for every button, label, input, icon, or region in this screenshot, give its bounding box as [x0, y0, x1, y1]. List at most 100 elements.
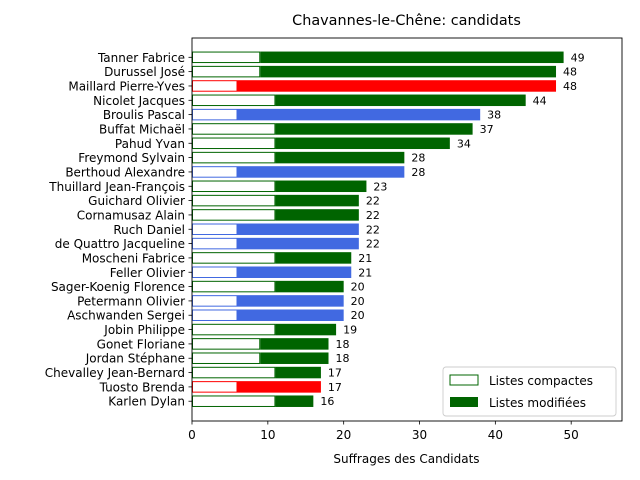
bar-value-label: 37: [480, 123, 494, 136]
chart-title: Chavannes-le-Chêne: candidats: [292, 13, 521, 29]
bar-value-label: 18: [336, 352, 350, 365]
bar-compact: [192, 381, 238, 393]
y-tick-label: Tuosto Brenda: [99, 380, 185, 394]
bar-modified: [275, 366, 321, 379]
y-tick-label: Jordan Stéphane: [85, 352, 185, 366]
bar-value-label: 18: [336, 338, 350, 351]
bar-value-label: 22: [366, 223, 380, 236]
bar-compact: [192, 209, 276, 221]
bar-value-label: 21: [358, 266, 372, 279]
bars-group: 4948484438373428282322222222212120202019…: [192, 51, 585, 408]
x-tick-label: 30: [412, 428, 427, 442]
bar-compact: [192, 80, 238, 92]
bar-compact: [192, 323, 276, 336]
bar-value-label: 34: [457, 137, 471, 150]
bar-value-label: 20: [351, 295, 365, 308]
y-tick-label: Freymond Sylvain: [78, 151, 185, 165]
y-tick-label: Cornamusaz Alain: [77, 208, 185, 222]
y-tick-label: Petermann Olivier: [77, 294, 185, 308]
y-tick-label: Berthoud Alexandre: [65, 165, 185, 179]
bar-value-label: 48: [563, 66, 577, 79]
bar-modified: [275, 180, 367, 193]
y-tick-label: Durussel José: [104, 65, 185, 79]
bar-compact: [192, 166, 238, 178]
bar-value-label: 16: [320, 395, 334, 408]
y-tick-label: Guichard Olivier: [88, 194, 185, 208]
x-tick-label: 0: [188, 428, 196, 442]
y-tick-label: Chevalley Jean-Bernard: [45, 366, 185, 380]
y-tick-label: Feller Olivier: [110, 266, 185, 280]
bar-compact: [192, 309, 238, 321]
bar-value-label: 48: [563, 80, 577, 93]
bar-value-label: 38: [487, 109, 501, 122]
bar-modified: [237, 80, 557, 92]
x-axis: 0 10 20 30 40 50: [188, 421, 579, 442]
bar-modified: [237, 309, 344, 321]
bar-value-label: 17: [328, 381, 342, 394]
y-tick-label: Broulis Pascal: [103, 108, 185, 122]
bar-compact: [192, 280, 276, 293]
bar-compact: [192, 266, 238, 278]
legend-label-modifiees: Listes modifiées: [489, 396, 586, 410]
x-axis-label: Suffrages des Candidats: [333, 452, 479, 466]
legend-swatch-modifiees: [450, 397, 478, 407]
y-tick-label: Ruch Daniel: [113, 223, 185, 237]
bar-value-label: 22: [366, 209, 380, 222]
x-tick-label: 10: [260, 428, 275, 442]
bar-compact: [192, 194, 276, 207]
bar-value-label: 21: [358, 252, 372, 265]
bar-compact: [192, 180, 276, 193]
bar-compact: [192, 94, 276, 107]
y-tick-label: Karlen Dylan: [108, 395, 185, 409]
bar-value-label: 49: [571, 51, 585, 64]
bar-modified: [237, 223, 359, 236]
bar-compact: [192, 123, 276, 135]
y-tick-label: Jobin Philippe: [103, 323, 185, 337]
bar-modified: [275, 194, 359, 207]
y-tick-label: Maillard Pierre-Yves: [68, 79, 185, 93]
legend: Listes compactes Listes modifiées: [442, 366, 617, 417]
bar-modified: [275, 137, 450, 150]
bar-compact: [192, 395, 276, 407]
bar-modified: [237, 237, 359, 250]
bar-compact: [192, 295, 238, 307]
bar-modified: [237, 266, 352, 278]
bar-value-label: 22: [366, 238, 380, 251]
bar-compact: [192, 237, 238, 250]
bar-modified: [260, 51, 564, 64]
x-tick-label: 40: [488, 428, 503, 442]
bar-value-label: 20: [351, 309, 365, 322]
bar-value-label: 20: [351, 281, 365, 294]
bar-value-label: 28: [411, 166, 425, 179]
y-tick-label: Sager-Koenig Florence: [51, 280, 185, 294]
bar-value-label: 19: [343, 324, 357, 337]
y-tick-label: Thuillard Jean-François: [48, 180, 185, 194]
bar-compact: [192, 137, 276, 150]
y-tick-label: Buffat Michaël: [99, 122, 185, 136]
bar-value-label: 23: [373, 180, 387, 193]
bar-compact: [192, 51, 261, 64]
legend-label-compactes: Listes compactes: [489, 374, 593, 388]
bar-modified: [237, 166, 405, 178]
x-tick-label: 20: [336, 428, 351, 442]
bar-modified: [260, 352, 329, 364]
bar-modified: [260, 338, 329, 350]
y-tick-label: de Quattro Jacqueline: [55, 237, 185, 251]
y-tick-label: Tanner Fabrice: [97, 51, 185, 65]
y-tick-label: Nicolet Jacques: [93, 94, 185, 108]
bar-modified: [237, 381, 321, 393]
bar-modified: [237, 108, 481, 121]
bar-compact: [192, 252, 276, 264]
y-tick-label: Moscheni Fabrice: [82, 251, 185, 265]
y-tick-label: Pahud Yvan: [115, 137, 185, 151]
bar-compact: [192, 151, 276, 164]
bar-value-label: 28: [411, 152, 425, 165]
y-tick-label: Gonet Floriane: [97, 337, 185, 351]
bar-modified: [237, 295, 344, 307]
bar-modified: [275, 395, 314, 407]
bar-value-label: 17: [328, 367, 342, 380]
x-tick-label: 50: [564, 428, 579, 442]
bar-compact: [192, 223, 238, 236]
